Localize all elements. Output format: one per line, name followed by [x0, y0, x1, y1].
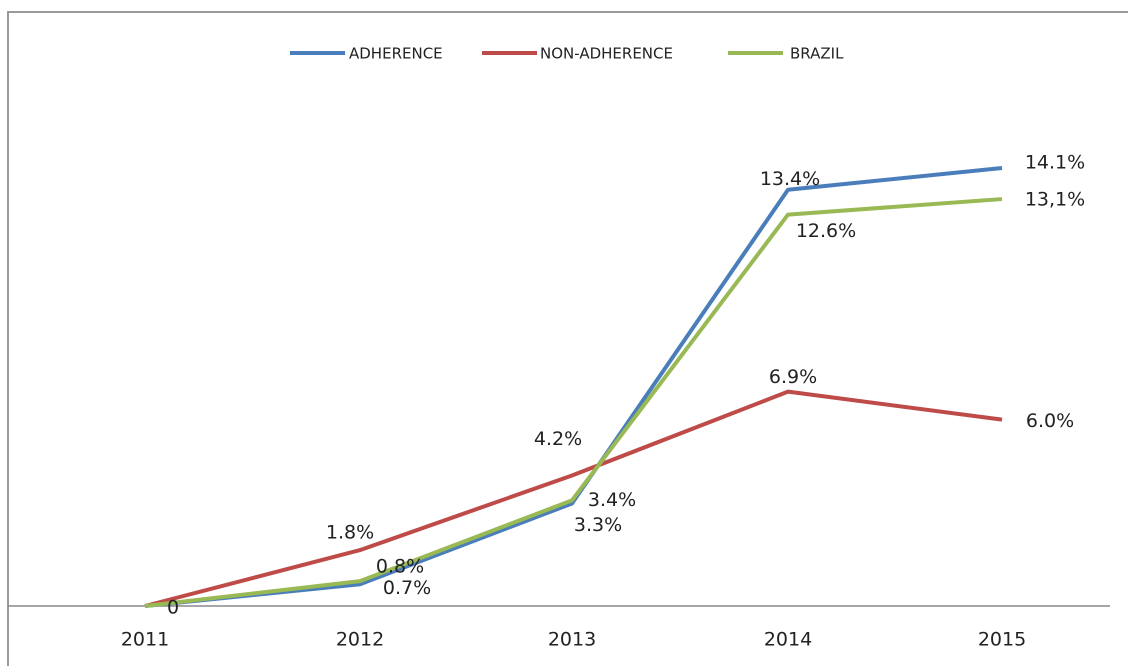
- legend-label: BRAZIL: [790, 45, 844, 63]
- x-tick-label: 2013: [548, 629, 596, 651]
- data-label: 1.8%: [326, 522, 374, 544]
- x-tick-label: 2014: [764, 629, 812, 651]
- data-label: 13.4%: [760, 168, 820, 190]
- series-line: [144, 197, 1003, 608]
- legend-label: ADHERENCE: [349, 45, 443, 63]
- data-label: 3.3%: [574, 514, 622, 536]
- x-tick-label: 2012: [336, 629, 384, 651]
- data-label: 6.0%: [1026, 410, 1074, 432]
- data-label: 13,1%: [1025, 189, 1085, 211]
- data-label: 0.8%: [376, 556, 424, 578]
- data-label: 6.9%: [769, 366, 817, 388]
- series-line: [144, 166, 1003, 608]
- x-tick-label: 2011: [121, 629, 169, 651]
- data-label: 14.1%: [1025, 152, 1085, 174]
- data-label: 3.4%: [588, 489, 636, 511]
- data-label: 4.2%: [534, 428, 582, 450]
- data-label: 0.7%: [383, 577, 431, 599]
- chart-frame: [7, 11, 1128, 666]
- data-label: 0: [167, 597, 179, 619]
- data-label: 12.6%: [796, 220, 856, 242]
- x-tick-label: 2015: [978, 629, 1026, 651]
- legend-label: NON-ADHERENCE: [540, 45, 673, 63]
- series-line: [144, 389, 1003, 608]
